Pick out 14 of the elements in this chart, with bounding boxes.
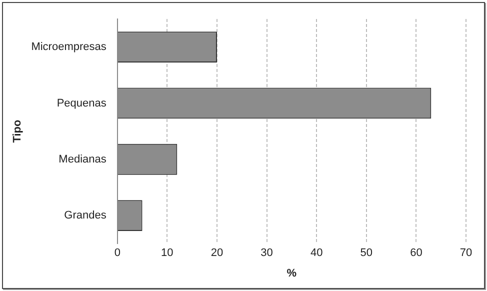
x-axis-title: % (286, 267, 297, 280)
x-tick-label: 40 (310, 247, 323, 260)
x-tick-label: 70 (460, 247, 472, 260)
x-tick-label: 60 (410, 247, 422, 260)
x-tick-label: 0 (114, 247, 120, 260)
y-tick-label: Pequenas (56, 97, 107, 110)
y-tick-label: Grandes (64, 210, 107, 222)
x-tick-label: 30 (260, 247, 273, 260)
x-tick-label: 20 (210, 247, 224, 260)
x-tick-label: 50 (360, 247, 373, 260)
x-tick-label: 10 (161, 247, 174, 260)
y-axis-title: Tipo (12, 120, 24, 143)
y-tick-label: Microempresas (31, 41, 107, 54)
y-tick-label: Medianas (58, 153, 107, 166)
